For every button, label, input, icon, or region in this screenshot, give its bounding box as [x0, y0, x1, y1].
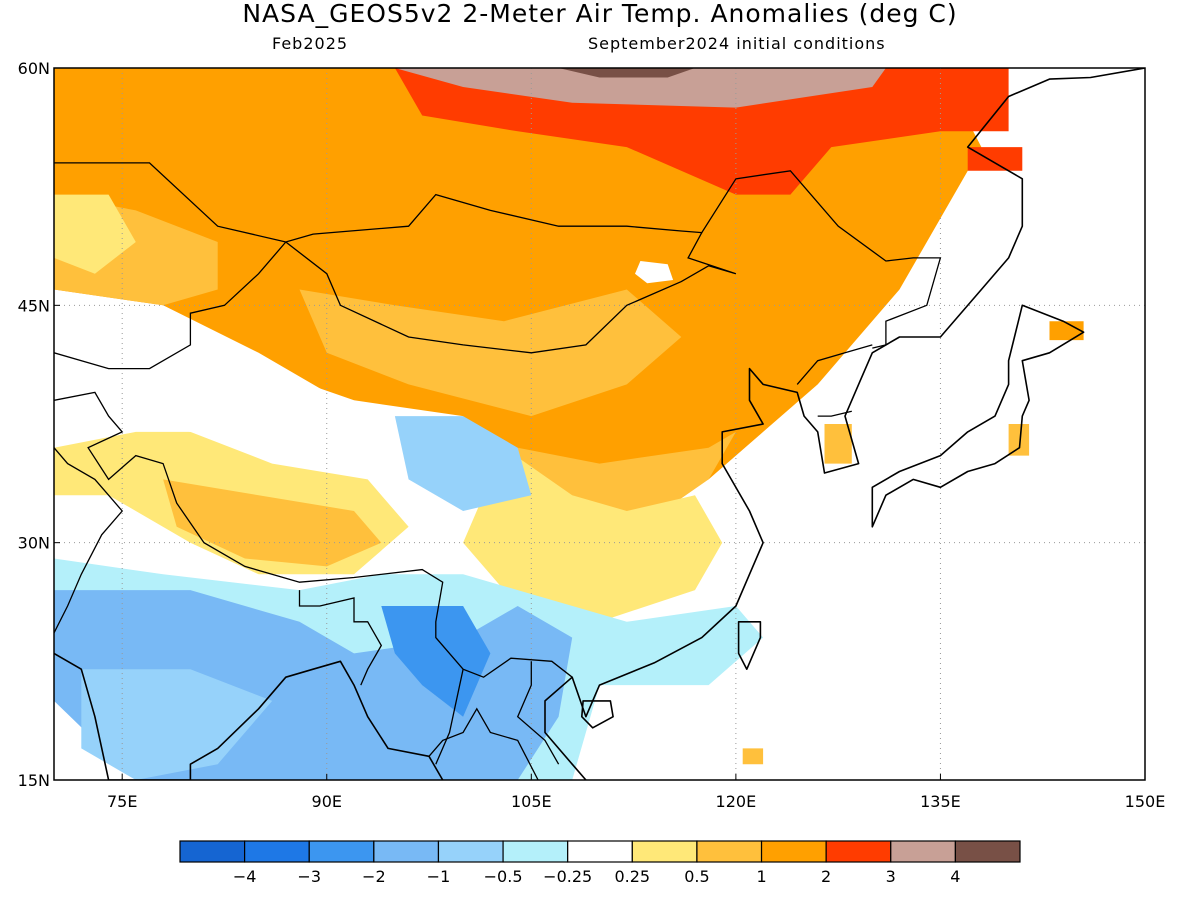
anomaly-region-tibet-warm — [163, 479, 382, 567]
lat-tick-label: 15N — [18, 771, 50, 790]
lon-tick-label: 90E — [312, 792, 342, 811]
japan-coastline — [871, 304, 1085, 528]
colorbar-swatch — [502, 840, 569, 863]
anomaly-region-hokkaido-hot — [1049, 321, 1084, 341]
colorbar-label: −3 — [297, 867, 321, 886]
colorbar-swatch — [825, 840, 892, 863]
country-border — [516, 661, 560, 765]
coastlines — [54, 68, 1145, 780]
chart-title: NASA_GEOS5v2 2-Meter Air Temp. Anomalies… — [242, 0, 958, 28]
colorbar-label: −1 — [427, 867, 451, 886]
anomaly-region-mongolia-white — [635, 261, 674, 284]
anomaly-region-sichuan-cool — [394, 416, 532, 511]
chart-subtitle-init: September2024 initial conditions — [588, 34, 886, 53]
anomaly-region-siberia-extreme — [558, 68, 695, 78]
taiwan-coastline — [737, 620, 762, 671]
country-border — [298, 590, 383, 686]
anomaly-region-korea-warm — [824, 424, 852, 464]
colorbar-label: 2 — [821, 867, 831, 886]
anomaly-region-japan-warm — [1008, 424, 1030, 456]
country-border — [285, 232, 737, 354]
chart-subtitle-month: Feb2025 — [272, 34, 349, 53]
longitude-tick-labels: 75E 90E 105E 120E 135E 150E — [107, 774, 1165, 811]
colorbar-swatch — [373, 840, 440, 863]
country-border — [435, 669, 464, 765]
latitude-tick-labels: 15N 30N 45N 60N — [18, 59, 60, 790]
south-asia-coastline — [54, 652, 444, 780]
country-border — [54, 391, 573, 678]
colorbar-swatch — [696, 840, 763, 863]
colorbar-label: −2 — [362, 867, 386, 886]
colorbar-label: 4 — [950, 867, 960, 886]
anomaly-region-tibet-north-neutral — [108, 352, 464, 464]
colorbar-swatch — [631, 840, 698, 863]
colorbar-swatch — [567, 840, 633, 863]
lat-tick-label: 60N — [18, 59, 50, 78]
lon-tick-label: 120E — [716, 792, 757, 811]
anomaly-region-indochina-cold — [381, 606, 491, 717]
country-border — [817, 410, 852, 417]
map-frame — [53, 67, 1146, 781]
anomaly-region-taiwan-warm — [742, 748, 764, 765]
lat-tick-label: 30N — [18, 534, 50, 553]
lon-tick-label: 135E — [920, 792, 961, 811]
anomaly-fill-regions — [54, 68, 1084, 780]
hainan-coastline — [580, 700, 614, 729]
lon-tick-label: 105E — [511, 792, 552, 811]
anomaly-region-india-blue — [81, 669, 273, 780]
colorbar-label: −4 — [233, 867, 257, 886]
anomaly-region-siberia-very-hot — [394, 68, 886, 108]
colorbar-swatch — [244, 840, 310, 863]
colorbar-swatch — [179, 840, 246, 863]
colorbar-swatch — [437, 840, 504, 863]
colorbar: −4 −3 −2 −1 −0.5 −0.25 0.25 0.5 1 2 3 4 — [179, 840, 1021, 886]
colorbar-label: 0.5 — [684, 867, 709, 886]
colorbar-swatch — [954, 840, 1021, 863]
anomaly-region-siberia-hot — [394, 68, 1009, 195]
country-border — [54, 447, 124, 634]
country-border — [54, 162, 942, 349]
map-plot-area — [54, 68, 1145, 780]
anomaly-region-mongolia-mild — [299, 289, 682, 417]
colorbar-label: −0.5 — [484, 867, 523, 886]
colorbar-label: −0.25 — [543, 867, 592, 886]
colorbar-label: 1 — [756, 867, 766, 886]
anomaly-region-sakhalin-hot — [967, 147, 1023, 171]
colorbar-swatch — [890, 840, 956, 863]
anomaly-region-west-warm-edge — [54, 194, 136, 274]
country-border — [796, 344, 873, 385]
colorbar-label: 0.25 — [614, 867, 650, 886]
asia-coastline — [544, 68, 1145, 780]
map-gridlines — [54, 68, 1145, 780]
lon-tick-label: 150E — [1125, 792, 1166, 811]
country-border — [54, 241, 287, 370]
lat-tick-label: 45N — [18, 296, 50, 315]
colorbar-label: 3 — [886, 867, 896, 886]
colorbar-swatch — [308, 840, 375, 863]
colorbar-swatch — [760, 840, 827, 863]
country-border — [428, 707, 539, 780]
lon-tick-label: 75E — [107, 792, 137, 811]
